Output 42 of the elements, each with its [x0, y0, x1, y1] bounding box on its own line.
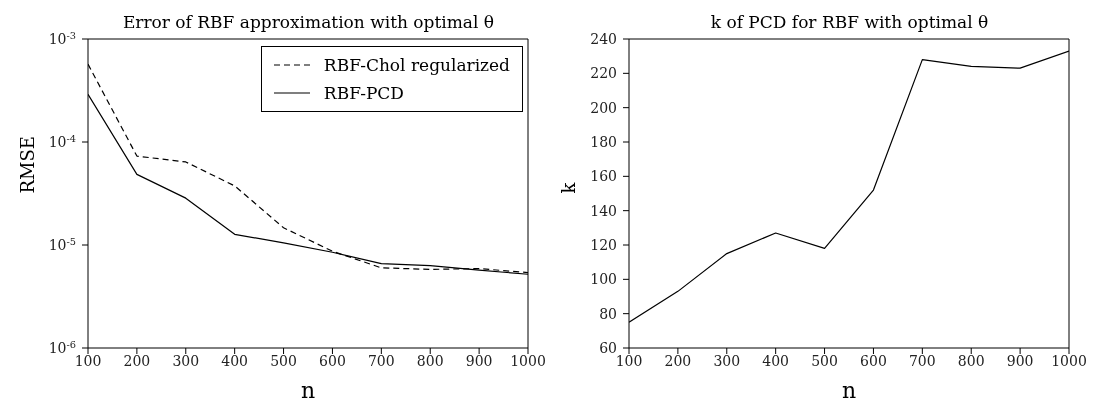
chart-title: k of PCD for RBF with optimal θ	[709, 12, 990, 32]
x-tick-label: 700	[367, 352, 395, 369]
y-tick-label: 10$^{-6}$	[48, 338, 76, 356]
chart-title: Error of RBF approximation with optimal θ	[121, 12, 496, 32]
y-axis-title: RMSE	[17, 136, 39, 194]
x-axis-title: n	[300, 378, 316, 403]
x-tick-label: 100	[74, 352, 102, 369]
x-axis-title: n	[841, 378, 857, 403]
x-tick-label: 900	[465, 352, 493, 369]
y-tick-label: 140	[590, 202, 617, 219]
x-tick-label: 500	[270, 352, 297, 369]
legend-label: RBF-PCD	[323, 82, 404, 105]
x-tick-label: 400	[762, 352, 790, 369]
y-axis-title: k	[558, 181, 580, 194]
y-tick-label: 220	[590, 65, 617, 82]
y-tick-label: 240	[590, 31, 617, 47]
x-tick-label: 300	[172, 352, 200, 369]
x-tick-label: 800	[416, 352, 444, 369]
y-tick-label: 60	[599, 340, 617, 356]
x-tick-label: 100	[615, 352, 643, 369]
x-tick-label: 200	[123, 352, 151, 369]
x-tick-label: 1000	[1051, 352, 1087, 369]
x-tick-label: 400	[221, 352, 249, 369]
x-tick-label: 800	[957, 352, 985, 369]
x-tick-label: 700	[908, 352, 936, 369]
y-tick-label: 80	[599, 305, 617, 322]
x-tick-label: 600	[860, 352, 887, 369]
y-tick-label: 180	[590, 134, 617, 150]
y-tick-label: 10$^{-5}$	[48, 235, 76, 253]
x-tick-label: 600	[319, 352, 346, 369]
x-tick-label: 500	[811, 352, 838, 369]
y-tick-label: 200	[590, 99, 617, 116]
y-tick-label: 120	[590, 237, 617, 253]
x-tick-label: 200	[664, 352, 692, 369]
x-tick-label: 1000	[510, 352, 546, 369]
y-tick-label: 160	[590, 168, 617, 185]
y-tick-label: 10$^{-4}$	[48, 132, 76, 150]
legend-label: RBF-Chol regularized	[323, 54, 510, 77]
y-tick-label: 100	[590, 271, 617, 288]
x-tick-label: 300	[713, 352, 741, 369]
y-tick-label: 10$^{-3}$	[48, 29, 76, 47]
x-tick-label: 900	[1006, 352, 1034, 369]
